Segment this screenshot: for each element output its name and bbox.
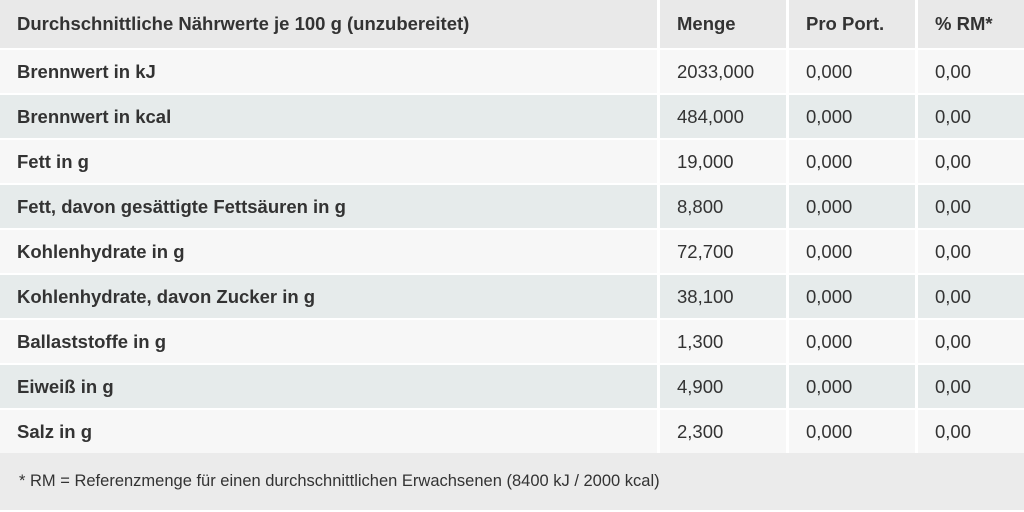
nutrient-label: Eiweiß in g	[0, 365, 657, 408]
nutrient-label: Fett, davon gesättigte Fettsäuren in g	[0, 185, 657, 228]
value-cell: 0,000	[789, 185, 915, 228]
value-cell: 0,000	[789, 320, 915, 363]
table-row: Brennwert in kcal 484,000 0,000 0,00	[0, 95, 1024, 138]
value-cell: 0,00	[918, 320, 1024, 363]
table-body: Brennwert in kJ 2033,000 0,000 0,00 Brennwer…	[0, 50, 1024, 453]
table-row: Salz in g 2,300 0,000 0,00	[0, 410, 1024, 453]
nutrient-label: Fett in g	[0, 140, 657, 183]
header-cell: Durchschnittliche Nährwerte je 100 g (un…	[0, 0, 657, 48]
nutrient-label: Kohlenhydrate, davon Zucker in g	[0, 275, 657, 318]
value-cell: 19,000	[660, 140, 786, 183]
value-cell: 0,000	[789, 275, 915, 318]
value-cell: 0,000	[789, 365, 915, 408]
header-row: Durchschnittliche Nährwerte je 100 g (un…	[0, 0, 1024, 48]
value-cell: 0,000	[789, 410, 915, 453]
value-cell: 4,900	[660, 365, 786, 408]
nutrient-label: Brennwert in kcal	[0, 95, 657, 138]
nutrient-label: Ballaststoffe in g	[0, 320, 657, 363]
value-cell: 8,800	[660, 185, 786, 228]
table-row: Eiweiß in g 4,900 0,000 0,00	[0, 365, 1024, 408]
table-row: Kohlenhydrate, davon Zucker in g 38,100 0,…	[0, 275, 1024, 318]
table-row: Ballaststoffe in g 1,300 0,000 0,00	[0, 320, 1024, 363]
nutrient-label: Brennwert in kJ	[0, 50, 657, 93]
table-row: Fett, davon gesättigte Fettsäuren in g 8,…	[0, 185, 1024, 228]
footnote: * RM = Referenzmenge für einen durchschn…	[0, 453, 1024, 510]
value-cell: 0,00	[918, 410, 1024, 453]
nutrient-label: Salz in g	[0, 410, 657, 453]
table-row: Brennwert in kJ 2033,000 0,000 0,00	[0, 50, 1024, 93]
value-cell: 0,00	[918, 275, 1024, 318]
header-cell: Pro Port.	[789, 0, 915, 48]
value-cell: 2033,000	[660, 50, 786, 93]
value-cell: 2,300	[660, 410, 786, 453]
value-cell: 0,00	[918, 185, 1024, 228]
nutrient-label: Kohlenhydrate in g	[0, 230, 657, 273]
value-cell: 0,00	[918, 95, 1024, 138]
value-cell: 38,100	[660, 275, 786, 318]
value-cell: 72,700	[660, 230, 786, 273]
header-cell: Menge	[660, 0, 786, 48]
value-cell: 1,300	[660, 320, 786, 363]
value-cell: 0,00	[918, 365, 1024, 408]
header-cell: % RM*	[918, 0, 1024, 48]
nutrition-table: Durchschnittliche Nährwerte je 100 g (un…	[0, 0, 1024, 453]
value-cell: 0,000	[789, 230, 915, 273]
value-cell: 0,00	[918, 50, 1024, 93]
table-row: Kohlenhydrate in g 72,700 0,000 0,00	[0, 230, 1024, 273]
value-cell: 484,000	[660, 95, 786, 138]
value-cell: 0,00	[918, 230, 1024, 273]
table-row: Fett in g 19,000 0,000 0,00	[0, 140, 1024, 183]
value-cell: 0,000	[789, 50, 915, 93]
value-cell: 0,00	[918, 140, 1024, 183]
value-cell: 0,000	[789, 95, 915, 138]
value-cell: 0,000	[789, 140, 915, 183]
